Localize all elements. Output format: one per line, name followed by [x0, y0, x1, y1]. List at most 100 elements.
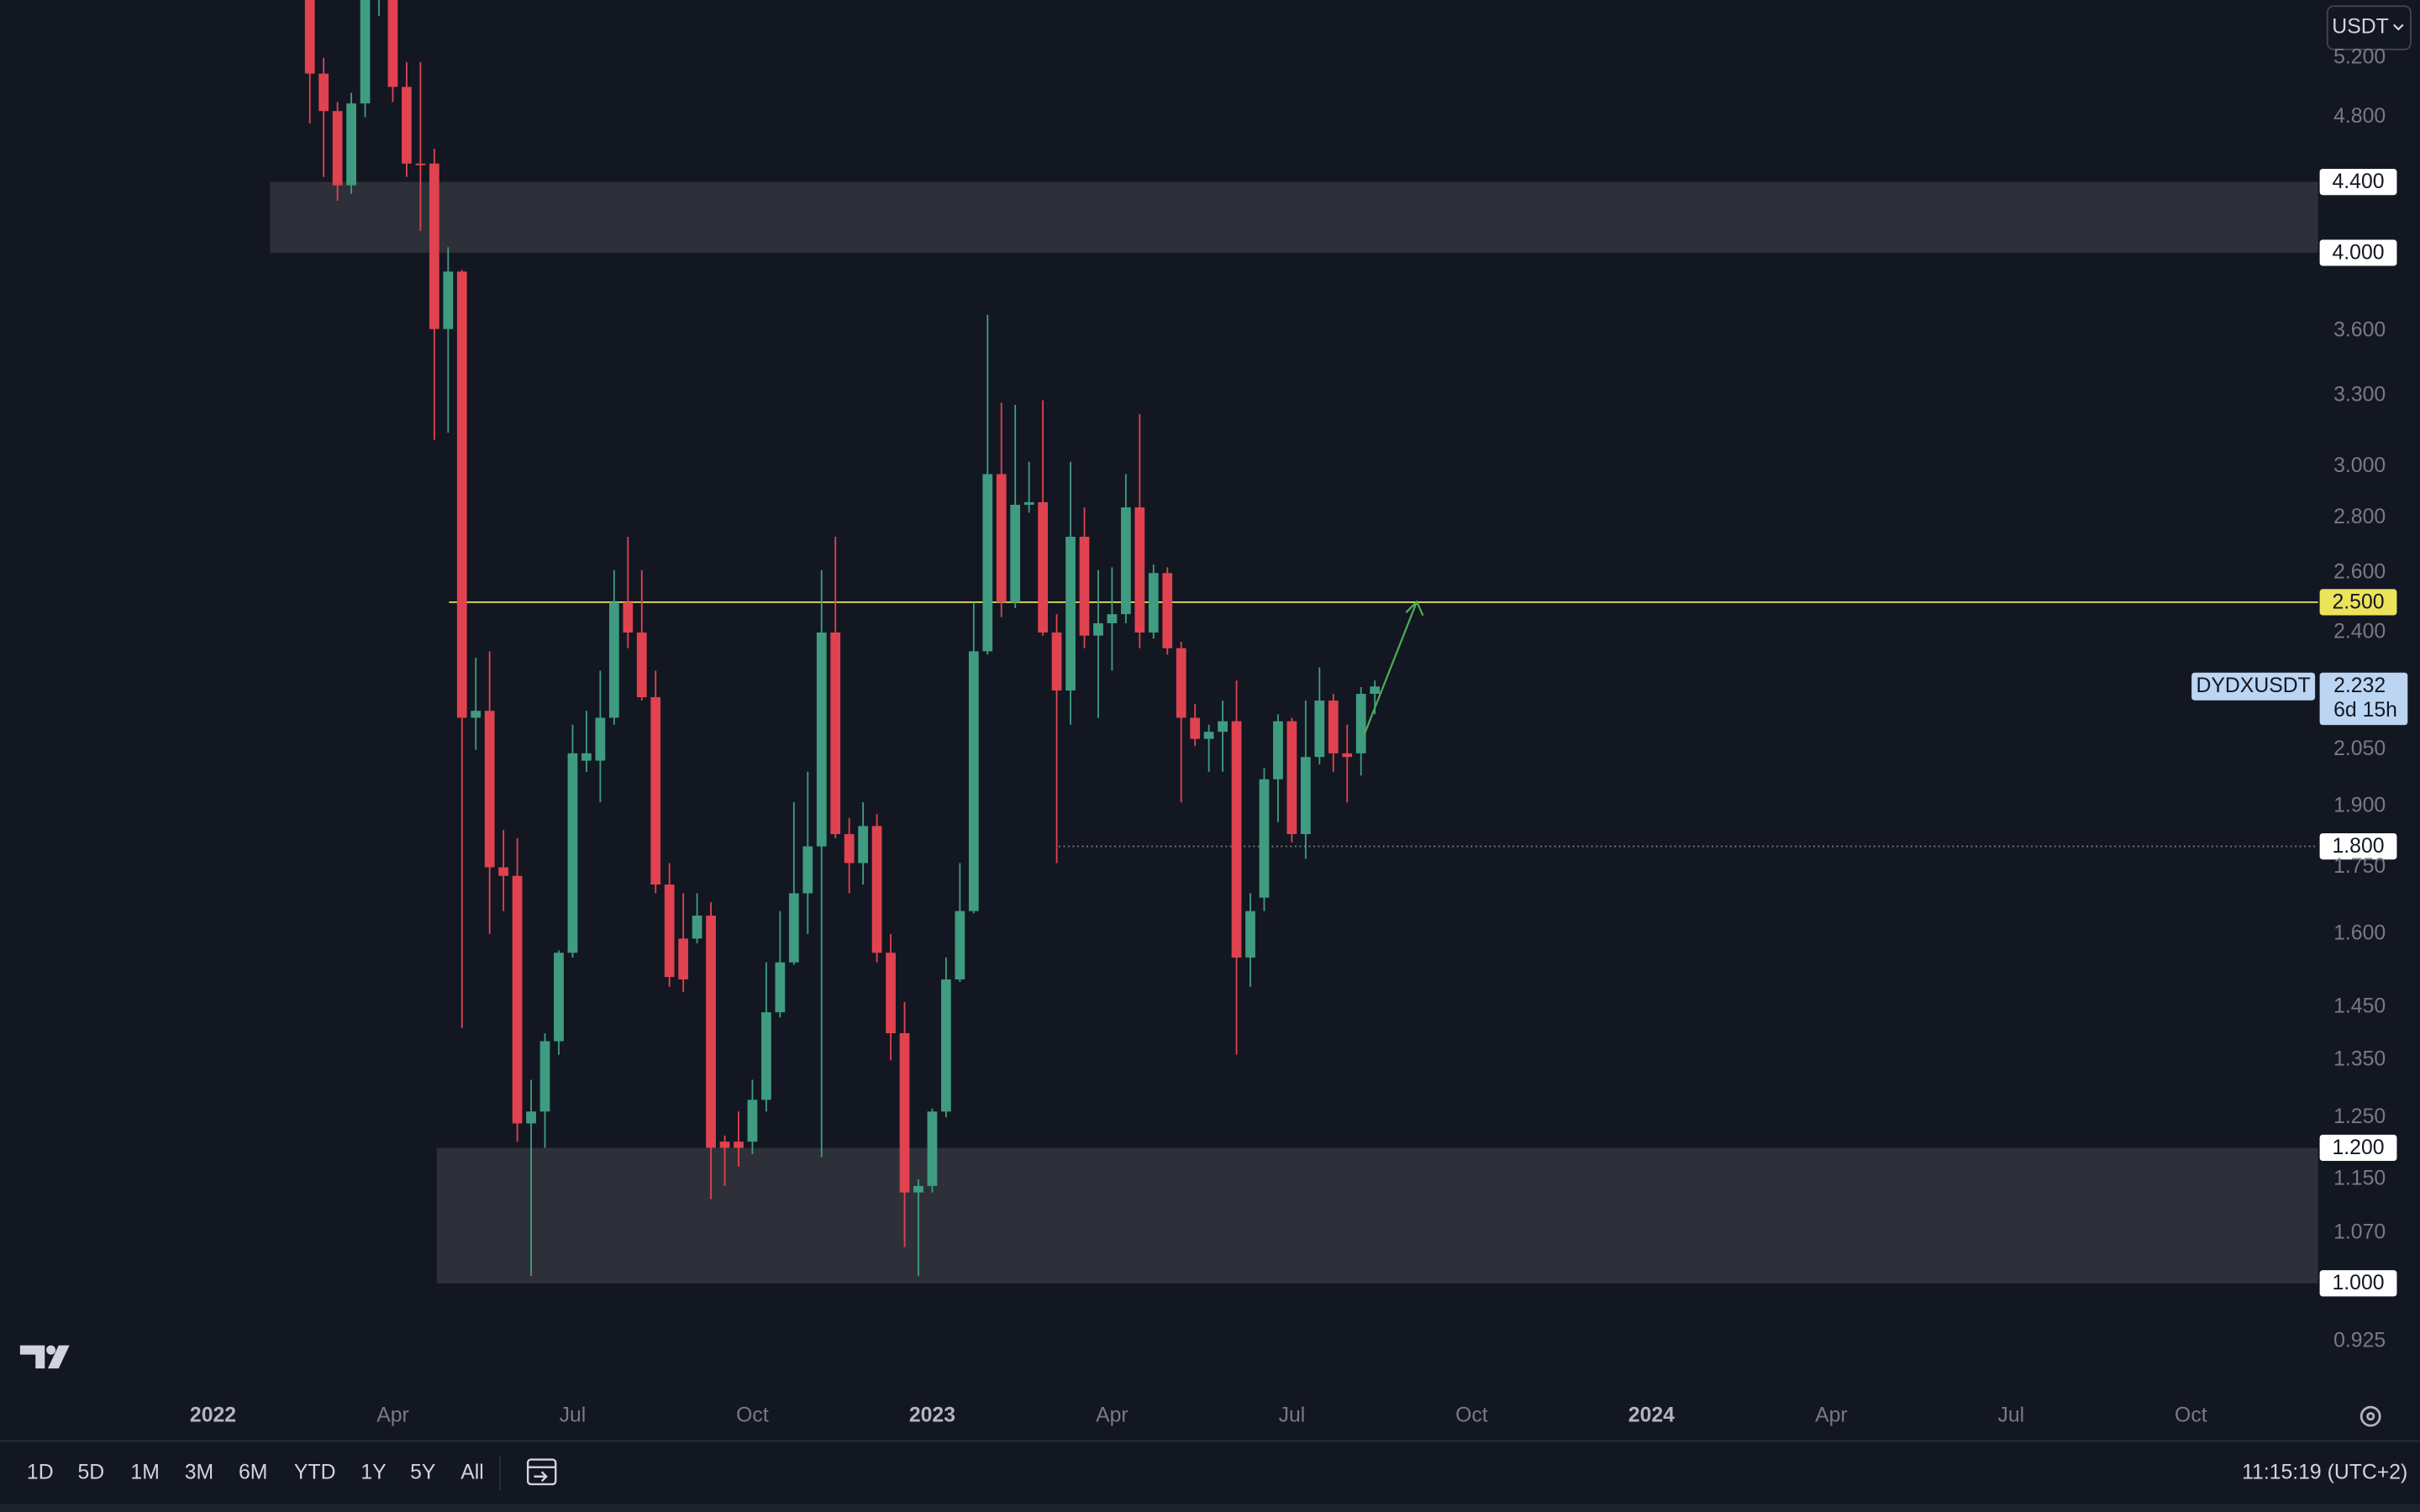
x-tick-label: Jul [1998, 1404, 2025, 1427]
calendar-icon[interactable] [526, 1458, 557, 1486]
x-tick-label: Oct [2175, 1404, 2207, 1427]
candle-body [387, 0, 398, 87]
candle-body [623, 601, 634, 633]
y-tick-label: 0.925 [2333, 1329, 2386, 1352]
candle-body [498, 867, 509, 876]
candle-body [913, 1185, 923, 1193]
x-tick-label: Apr [1815, 1404, 1848, 1427]
candle-body [1051, 633, 1062, 690]
y-tick-label: 1.450 [2333, 995, 2386, 1017]
candle-body [332, 111, 343, 186]
bottom-strip [0, 1504, 2420, 1512]
price-label: 1.200 [2333, 1137, 2385, 1159]
trend-arrow [1363, 600, 1424, 735]
candle-body [788, 893, 799, 963]
candle-body [1370, 686, 1381, 694]
candle-body [1328, 701, 1339, 753]
candle-body [484, 711, 495, 868]
y-tick-label: 1.070 [2333, 1221, 2386, 1243]
x-tick-label: 2023 [909, 1404, 955, 1427]
candle-body [802, 846, 813, 894]
candle-body [415, 163, 426, 165]
overlay: 4.400 4.000 1.200 1.000 2.500 1.800 DYDXUSDT 2.… [2191, 168, 2408, 1297]
candle-body [304, 0, 315, 74]
candle-body [816, 633, 827, 847]
candle-body [581, 753, 592, 761]
candle-body [360, 0, 371, 104]
candle-body [1162, 573, 1173, 648]
y-tick-label: 2.050 [2333, 738, 2386, 760]
y-tick-label: 4.800 [2333, 105, 2386, 128]
range-button[interactable]: 1Y [360, 1462, 386, 1484]
price-label-box [2319, 589, 2397, 616]
x-tick-label: Oct [1455, 1404, 1488, 1427]
candle-body [636, 633, 647, 698]
candle-body [608, 601, 619, 718]
price-label: 1.000 [2333, 1272, 2385, 1294]
candle-body [1010, 504, 1021, 602]
candle-body [402, 87, 412, 164]
candle-body [1065, 536, 1076, 690]
price-label: 4.400 [2333, 171, 2385, 193]
x-tick-label: Jul [1279, 1404, 1306, 1427]
last-price-label: 2.232 [2333, 675, 2386, 697]
clock: 11:15:19 (UTC+2) [2242, 1462, 2407, 1484]
y-tick-label: 1.150 [2333, 1168, 2386, 1190]
candle-body [747, 1100, 758, 1142]
zone [436, 1147, 2318, 1284]
candle-body [1245, 911, 1255, 958]
price-label-box [2319, 1270, 2397, 1297]
y-tick-label: 1.750 [2333, 855, 2386, 878]
candle-body [429, 163, 439, 329]
candle-body [318, 73, 329, 112]
price-label-box [2319, 239, 2397, 266]
symbol-label: DYDXUSDT [2196, 675, 2310, 697]
candle-body [650, 697, 661, 885]
candle-body [968, 651, 979, 911]
y-tick-label: 1.600 [2333, 921, 2386, 944]
range-button[interactable]: 6M [239, 1462, 267, 1484]
candle-body [692, 915, 702, 939]
candle-body [1231, 721, 1242, 958]
candle-body [844, 833, 855, 864]
range-button[interactable]: 5D [78, 1462, 105, 1484]
price-label-box [2319, 168, 2397, 196]
candle-body [1273, 721, 1283, 780]
y-tick-label: 1.900 [2333, 794, 2386, 816]
candle-body [1079, 536, 1090, 636]
candle-body [471, 711, 481, 718]
candle-body [1093, 623, 1103, 636]
candle-body [899, 1033, 910, 1193]
candle-body [1203, 732, 1214, 739]
zone [270, 181, 2318, 253]
candle-body [996, 474, 1007, 602]
x-tick-label: 2024 [1628, 1404, 1675, 1427]
range-button[interactable]: All [460, 1462, 484, 1484]
range-button[interactable]: 3M [185, 1462, 213, 1484]
candle-body [871, 826, 882, 953]
candle-body [775, 962, 786, 1013]
candle-body [1342, 753, 1353, 758]
range-button[interactable]: YTD [294, 1462, 336, 1484]
candle-body [1218, 721, 1228, 732]
candle-body [734, 1142, 744, 1148]
x-tick-label: 2022 [190, 1404, 236, 1427]
candle-body [1176, 648, 1186, 718]
price-label: 1.800 [2333, 835, 2385, 858]
candle-body [567, 753, 578, 953]
candle-body [858, 826, 869, 864]
currency-label[interactable]: USDT [2332, 16, 2388, 39]
candle-body [664, 884, 675, 978]
candle-body [761, 1012, 771, 1100]
range-button[interactable]: 5Y [410, 1462, 435, 1484]
candle-body [443, 271, 454, 329]
range-button[interactable]: 1M [130, 1462, 159, 1484]
settings-icon[interactable] [2360, 1405, 2381, 1427]
candle-body [595, 717, 606, 761]
y-tick-label: 2.800 [2333, 506, 2386, 528]
currency-button[interactable]: USDT [2326, 5, 2412, 50]
range-button[interactable]: 1D [27, 1462, 54, 1484]
candle-body [1300, 757, 1311, 834]
candle-body [1190, 717, 1201, 739]
